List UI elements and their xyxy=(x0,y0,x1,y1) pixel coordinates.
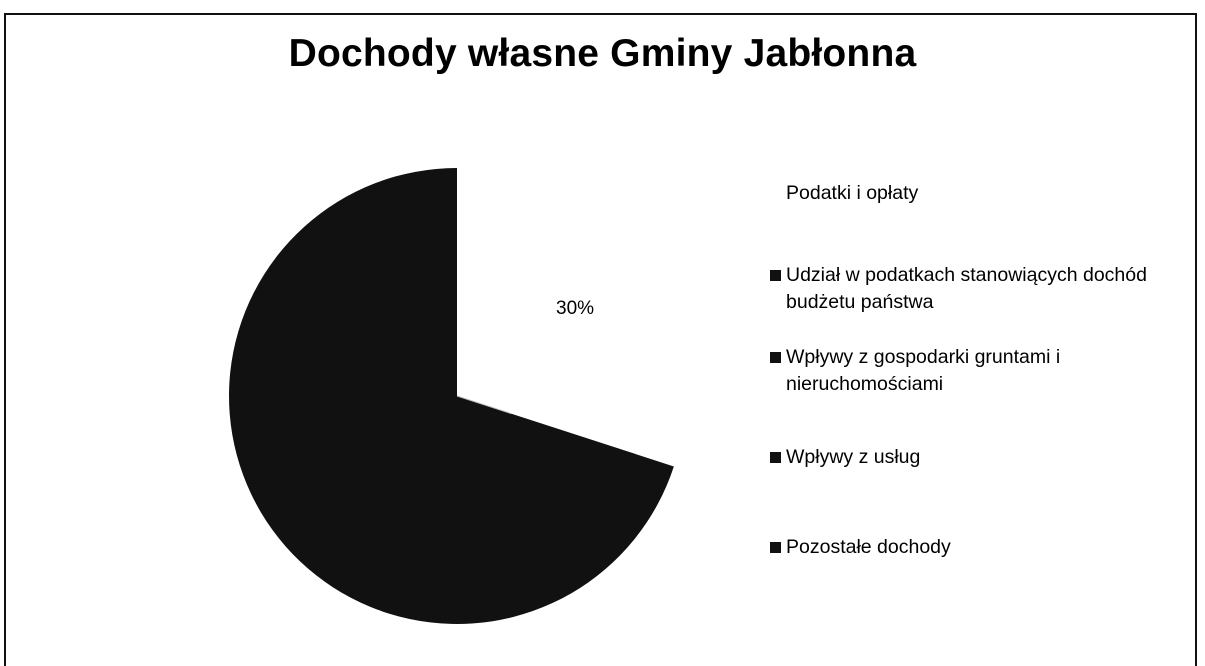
chart-frame xyxy=(4,13,1197,666)
legend-item-podatki: Podatki i opłaty xyxy=(770,180,918,207)
data-label-podatki: 30% xyxy=(556,298,595,319)
legend-label-grunty: Wpływy z gospodarki gruntami i nieruchom… xyxy=(786,346,1061,395)
pie-slice-1 xyxy=(229,168,674,624)
legend-label-uslugi: Wpływy z usług xyxy=(786,446,921,468)
legend-swatch-pozostale xyxy=(770,542,781,553)
legend-label-udzial: Udział w podatkach stanowiących dochód b… xyxy=(786,264,1147,313)
chart-title: Dochody własne Gminy Jabłonna xyxy=(288,32,917,75)
legend-swatch-udzial xyxy=(770,270,781,281)
legend-swatch-podatki xyxy=(770,188,781,199)
pie-slice-0 xyxy=(457,168,686,467)
legend-label-pozostale: Pozostałe dochody xyxy=(786,536,951,558)
legend-label-podatki: Podatki i opłaty xyxy=(786,182,919,204)
pie-slice-edge xyxy=(456,395,512,415)
legend-item-pozostale: Pozostałe dochody xyxy=(770,534,951,561)
legend-item-uslugi: Wpływy z usług xyxy=(770,444,920,471)
legend-item-grunty: Wpływy z gospodarki gruntami i nieruchom… xyxy=(770,344,1156,398)
legend-item-udzial: Udział w podatkach stanowiących dochód b… xyxy=(770,262,1156,316)
legend-swatch-uslugi xyxy=(770,452,781,463)
legend-swatch-grunty xyxy=(770,352,781,363)
